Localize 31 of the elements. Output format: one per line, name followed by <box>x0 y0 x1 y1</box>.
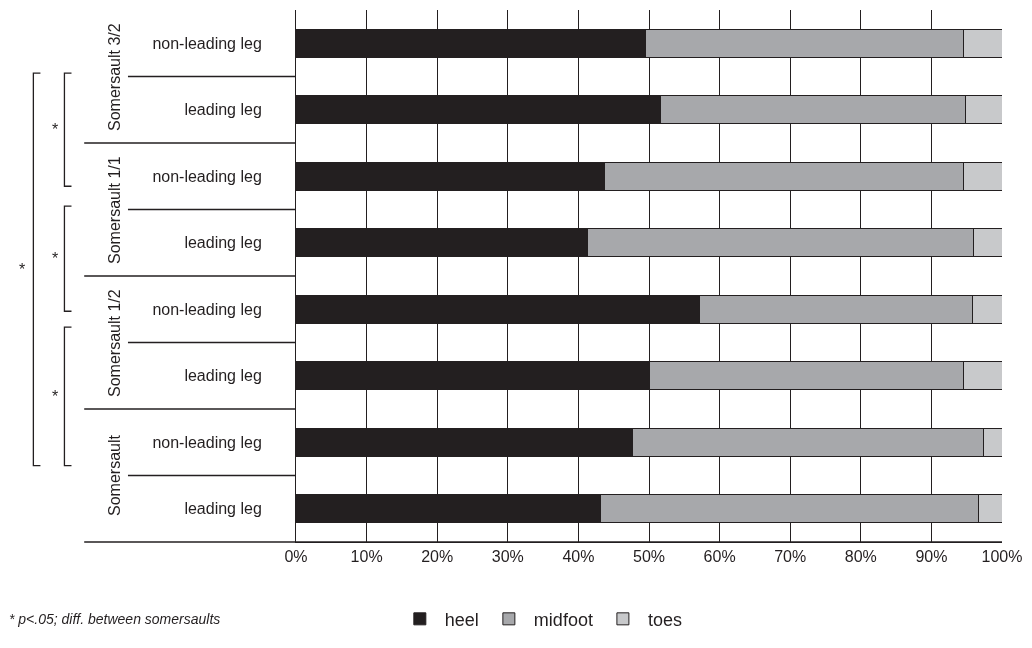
text: Somersault 3/2 <box>105 23 123 131</box>
x-tick-label: 10% <box>350 548 383 566</box>
text: * <box>52 250 59 267</box>
legend-label: toes <box>647 609 682 630</box>
x-tick-label: 60% <box>703 548 736 566</box>
x-tick-label: 80% <box>844 548 877 566</box>
legend-label: midfoot <box>533 609 593 630</box>
y-tick-label: non-leading leg <box>152 34 262 52</box>
x-tick-label: 100% <box>981 548 1023 566</box>
text: * <box>52 388 59 405</box>
text: Somersault 1/2 <box>105 289 123 397</box>
x-tick-label: 30% <box>491 548 524 566</box>
text: * p<.05; diff. between somersaults <box>9 611 221 627</box>
legend-label: heel <box>444 609 479 630</box>
text: * <box>52 121 59 138</box>
y-tick-label: non-leading leg <box>152 167 262 185</box>
text: Somersault 1/1 <box>105 156 123 264</box>
x-tick-label: 70% <box>774 548 807 566</box>
x-tick-label: 0% <box>284 548 308 566</box>
y-tick-label: leading leg <box>184 367 262 385</box>
y-tick-label: leading leg <box>184 101 262 119</box>
x-tick-label: 40% <box>562 548 595 566</box>
text: * <box>19 261 26 278</box>
x-tick-label: 50% <box>632 548 666 566</box>
y-tick-label: leading leg <box>184 234 262 252</box>
x-tick-label: 90% <box>915 548 948 566</box>
text: Somersault <box>105 434 123 516</box>
x-tick-label: 20% <box>421 548 454 566</box>
y-tick-label: non-leading leg <box>152 300 262 318</box>
y-tick-label: non-leading leg <box>152 433 262 451</box>
y-tick-label: leading leg <box>184 500 262 518</box>
